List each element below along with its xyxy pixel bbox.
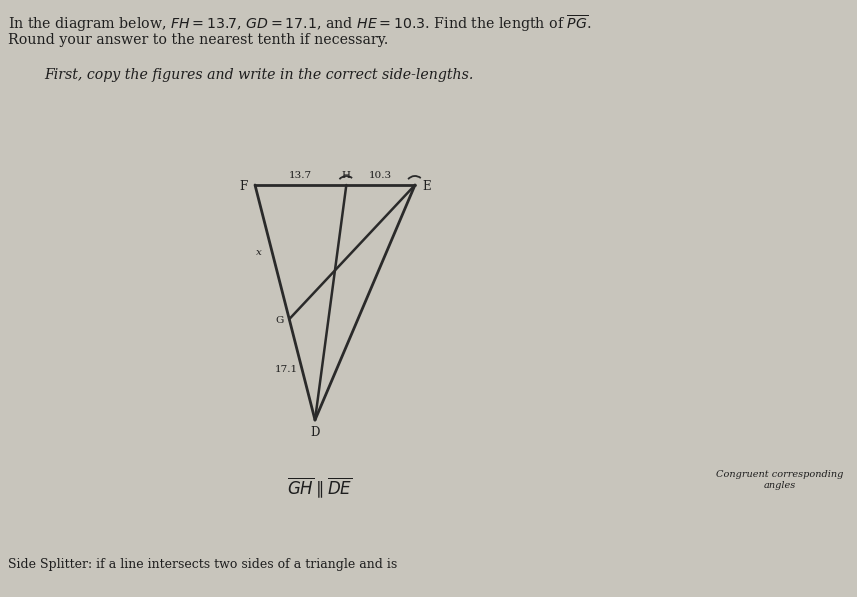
Text: F: F (239, 180, 247, 192)
Text: 13.7: 13.7 (289, 171, 312, 180)
Text: First, copy the figures and write in the correct side-lengths.: First, copy the figures and write in the… (44, 68, 473, 82)
Text: Side Splitter: if a line intersects two sides of a triangle and is: Side Splitter: if a line intersects two … (8, 558, 398, 571)
Text: 10.3: 10.3 (369, 171, 393, 180)
Text: H: H (342, 171, 351, 180)
Text: In the diagram below, $FH = 13.7$, $GD = 17.1$, and $HE = 10.3$. Find the length: In the diagram below, $FH = 13.7$, $GD =… (8, 13, 591, 33)
Text: Congruent corresponding
angles: Congruent corresponding angles (716, 470, 843, 490)
Text: D: D (310, 426, 320, 439)
Text: Round your answer to the nearest tenth if necessary.: Round your answer to the nearest tenth i… (8, 33, 388, 47)
Text: E: E (423, 180, 431, 192)
Text: $\overline{GH} \parallel \overline{DE}$: $\overline{GH} \parallel \overline{DE}$ (287, 476, 353, 500)
Text: 17.1: 17.1 (274, 365, 297, 374)
Text: x: x (256, 248, 262, 257)
Text: G: G (275, 316, 284, 325)
